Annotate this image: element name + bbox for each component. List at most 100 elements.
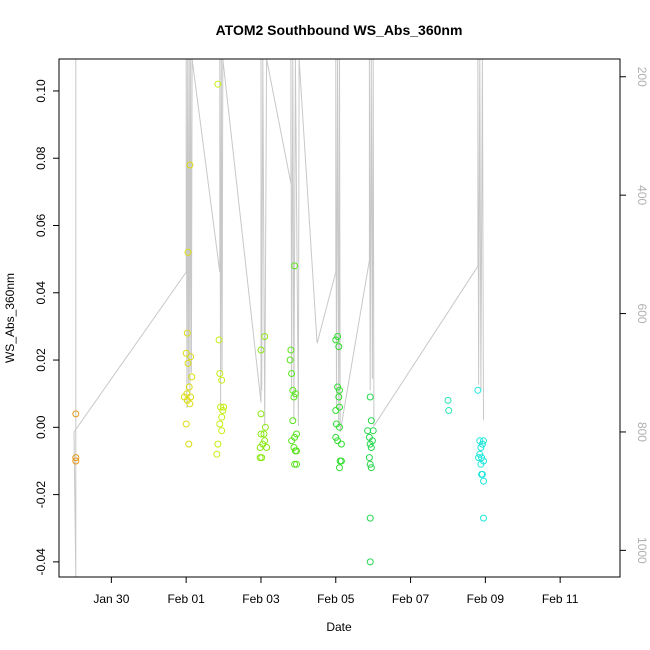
- data-point: [263, 444, 271, 451]
- data-point: [219, 407, 227, 414]
- data-point: [480, 437, 487, 445]
- data-point: [72, 410, 80, 418]
- y-tick-label: 0.04: [34, 281, 48, 305]
- y-tick-label: -0.04: [34, 548, 48, 576]
- data-point: [365, 454, 373, 462]
- data-point: [336, 464, 343, 472]
- data-point: [476, 450, 484, 458]
- data-point: [185, 440, 193, 448]
- data-point: [367, 444, 375, 451]
- data-point: [480, 514, 487, 522]
- y2-tick-label: 200: [635, 67, 649, 87]
- data-point: [475, 454, 483, 462]
- pressure-trace-line: [73, 58, 484, 578]
- x-tick-label: Jan 30: [93, 592, 129, 606]
- y-tick-label: 0.08: [34, 146, 48, 170]
- data-point: [366, 514, 374, 522]
- data-point: [366, 393, 374, 401]
- data-point: [260, 430, 268, 438]
- data-point: [445, 407, 453, 414]
- data-point: [183, 329, 191, 337]
- x-axis: Jan 30 Feb 01 Feb 03 Feb 05 Feb 07 Feb 09 Feb …: [93, 577, 579, 606]
- data-point: [183, 390, 191, 398]
- data-point: [261, 437, 269, 445]
- data-point: [480, 477, 487, 485]
- data-point: [258, 454, 266, 462]
- y2-tick-label: 1000: [635, 537, 649, 564]
- data-point: [72, 457, 80, 465]
- points-layer: [72, 80, 487, 566]
- data-point: [293, 430, 300, 438]
- data-point: [214, 80, 222, 88]
- data-point: [332, 407, 340, 414]
- data-point: [336, 423, 343, 431]
- data-point: [261, 423, 269, 431]
- data-point: [216, 420, 224, 428]
- y-tick-label: 0.10: [34, 79, 48, 103]
- x-tick-label: Feb 03: [242, 592, 280, 606]
- data-point: [336, 386, 343, 394]
- data-point: [293, 447, 300, 455]
- pressure-trace-layer: [73, 58, 484, 578]
- data-point: [186, 400, 194, 408]
- data-point: [337, 457, 345, 465]
- data-point: [337, 440, 345, 448]
- data-point: [474, 386, 482, 394]
- data-point: [478, 440, 486, 448]
- x-tick-label: Feb 09: [467, 592, 505, 606]
- data-point: [185, 383, 193, 391]
- data-point: [367, 417, 375, 425]
- data-point: [257, 430, 265, 438]
- data-point: [184, 248, 192, 256]
- data-point: [332, 336, 340, 344]
- data-point: [218, 376, 226, 384]
- data-point: [444, 396, 452, 404]
- data-point: [335, 393, 343, 401]
- data-point: [261, 333, 269, 340]
- data-point: [218, 413, 226, 421]
- data-point: [288, 437, 296, 445]
- y2-tick-label: 600: [635, 304, 649, 324]
- data-point: [332, 433, 340, 441]
- y-axis-label: WS_Abs_360nm: [3, 273, 17, 363]
- data-point: [187, 353, 195, 361]
- data-point: [334, 333, 342, 340]
- x-tick-label: Feb 07: [392, 592, 430, 606]
- data-point: [288, 370, 296, 377]
- y-tick-label: 0.02: [34, 348, 48, 372]
- plot-frame: [58, 58, 621, 578]
- data-point: [293, 460, 300, 468]
- data-point: [257, 346, 265, 354]
- data-point: [182, 349, 190, 357]
- data-point: [366, 460, 374, 468]
- data-point: [369, 427, 377, 435]
- y-axis: -0.04 -0.02 0.00 0.02 0.04 0.06 0.08 0.10: [34, 79, 59, 576]
- x-tick-label: Feb 11: [542, 592, 579, 606]
- secondary-y-axis: 200 400 600 800 1000: [620, 67, 649, 564]
- y-tick-label: -0.02: [34, 481, 48, 509]
- data-point: [291, 390, 299, 398]
- data-point: [216, 370, 224, 377]
- data-point: [220, 403, 228, 411]
- data-point: [218, 427, 226, 435]
- chart-title: ATOM2 Southbound WS_Abs_360nm: [216, 22, 463, 38]
- data-point: [182, 420, 190, 428]
- data-point: [257, 410, 265, 418]
- y2-tick-label: 800: [635, 422, 649, 442]
- data-point: [287, 346, 295, 354]
- data-point: [188, 373, 196, 381]
- data-point: [478, 470, 486, 478]
- data-point: [184, 359, 192, 367]
- data-point: [290, 393, 298, 401]
- data-point: [291, 460, 299, 468]
- data-point: [215, 336, 223, 344]
- data-point: [291, 262, 299, 270]
- data-point: [367, 464, 375, 472]
- data-point: [187, 393, 195, 401]
- data-point: [72, 454, 80, 462]
- data-point: [286, 356, 294, 364]
- data-point: [336, 403, 343, 411]
- data-point: [477, 444, 485, 451]
- data-point: [186, 161, 194, 169]
